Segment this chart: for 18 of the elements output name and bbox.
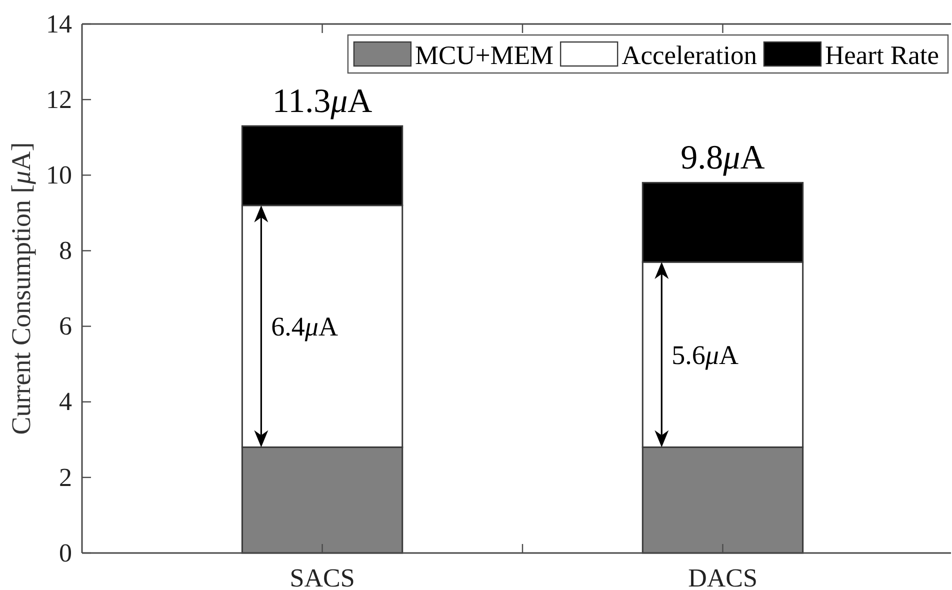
legend-label: Acceleration [622, 40, 757, 70]
y-tick-label: 10 [46, 160, 72, 190]
annotation: 6.4μA [271, 312, 338, 342]
x-tick-label: SACS [290, 563, 355, 590]
y-tick-label: 4 [59, 387, 72, 416]
x-tick-label: DACS [688, 563, 758, 590]
y-tick-label: 14 [46, 9, 72, 38]
annotation: 5.6μA [672, 340, 739, 370]
y-tick-label: 8 [59, 236, 72, 266]
y-tick-label: 2 [59, 462, 72, 492]
legend-label: Heart Rate [824, 40, 939, 70]
legend-label: MCU+MEM [414, 40, 554, 70]
total-label: 9.8μA [680, 140, 766, 177]
total-label: 11.3μA [272, 83, 373, 120]
y-axis-title: Current Consumption [μA] [6, 142, 36, 435]
y-tick-label: 12 [46, 84, 72, 114]
y-tick-label: 6 [59, 312, 72, 341]
y-tick-label: 0 [59, 538, 72, 568]
